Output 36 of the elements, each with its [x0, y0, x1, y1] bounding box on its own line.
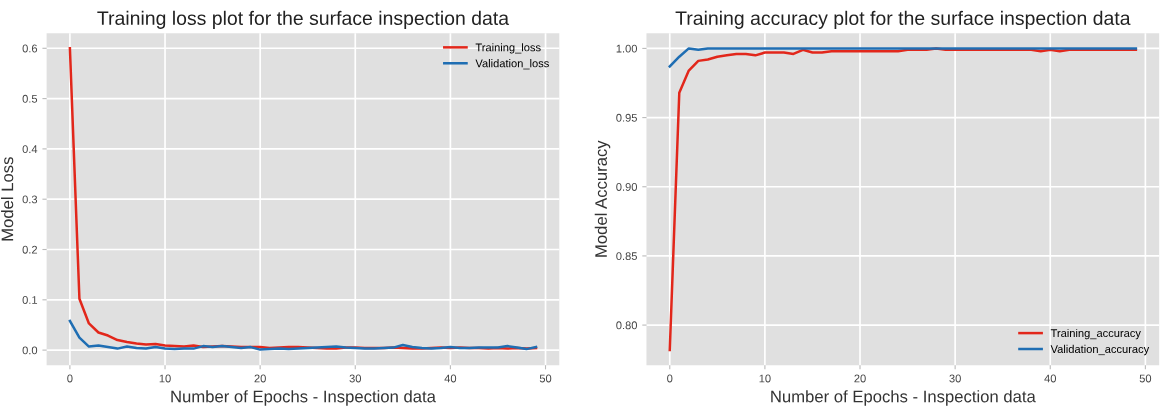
y-axis-title: Model Loss [1, 157, 14, 241]
y-tick-label: 0.2 [22, 245, 38, 254]
x-tick-label: 30 [949, 374, 961, 383]
legend-label: Training_accuracy [1050, 328, 1141, 340]
x-tick-label: 40 [1044, 374, 1057, 383]
x-tick-label: 20 [254, 374, 266, 383]
legend-label: Training_loss [475, 43, 541, 54]
chart-title: Training loss plot for the surface inspection data [97, 10, 510, 29]
x-axis-title: Number of Epochs - Inspection data [771, 390, 1036, 406]
y-tick-label: 0.3 [22, 195, 38, 204]
x-tick-label: 10 [759, 374, 771, 383]
legend-label: Validation_loss [475, 59, 549, 70]
x-tick-label: 0 [67, 374, 73, 383]
y-tick-label: 1.00 [616, 44, 638, 53]
x-tick-label: 50 [539, 374, 552, 383]
x-tick-label: 40 [444, 374, 457, 383]
x-tick-label: 50 [1139, 374, 1152, 383]
x-tick-label: 10 [159, 374, 171, 383]
y-tick-label: 0.90 [616, 183, 638, 191]
line-series [668, 47, 1138, 68]
y-axis-title: Model Accuracy [594, 140, 611, 257]
y-tick-label: 0.0 [22, 346, 38, 355]
x-tick-label: 30 [349, 374, 362, 383]
y-tick-label: 0.95 [616, 113, 637, 122]
x-tick-label: 0 [667, 374, 673, 383]
x-tick-label: 20 [854, 374, 866, 383]
y-tick-label: 0.85 [616, 252, 637, 261]
y-tick-label: 0.80 [616, 321, 638, 330]
x-axis-title: Number of Epochs - Inspection data [171, 390, 436, 406]
y-tick-label: 0.6 [22, 44, 38, 53]
line-series [68, 319, 538, 351]
chart-title: Training accuracy plot for the surface inspection data [675, 10, 1131, 29]
y-tick-label: 0.5 [22, 94, 38, 103]
y-tick-label: 0.4 [22, 145, 38, 154]
legend-label: Validation_accuracy [1050, 344, 1150, 356]
y-tick-label: 0.1 [22, 296, 38, 304]
